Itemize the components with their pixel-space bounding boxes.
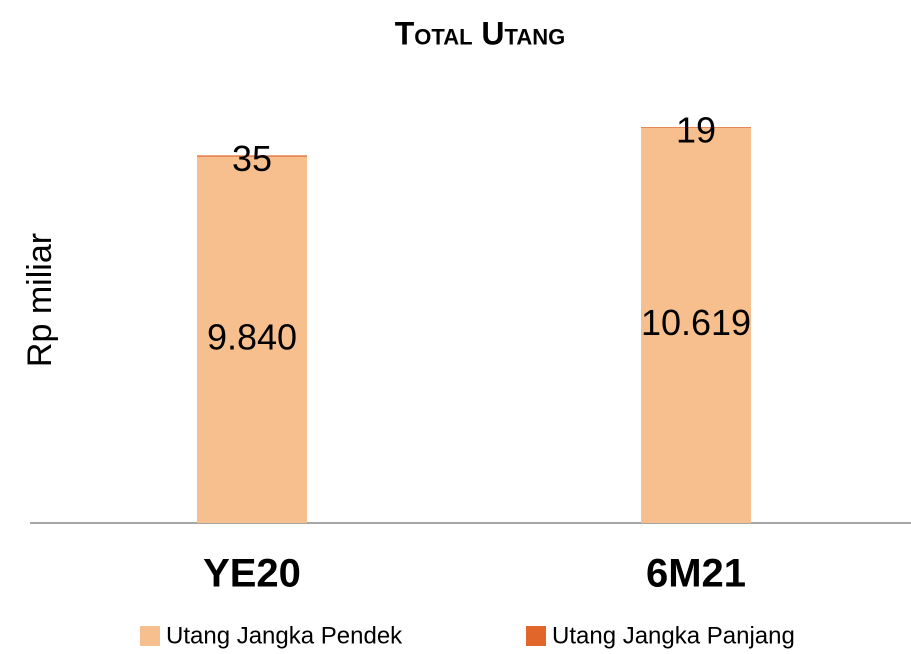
bar-segment <box>641 127 751 128</box>
data-label: 35 <box>232 138 272 179</box>
data-label: 19 <box>676 110 716 151</box>
x-tick-label: 6M21 <box>646 552 746 596</box>
legend-swatch <box>140 626 160 646</box>
legend-label: Utang Jangka Pendek <box>166 622 403 649</box>
bar-segment <box>197 155 307 157</box>
legend-label: Utang Jangka Panjang <box>552 622 795 649</box>
legend-swatch <box>526 626 546 646</box>
data-label: 9.840 <box>207 316 297 357</box>
x-tick-label: YE20 <box>203 552 301 596</box>
chart-title: Total Utang <box>395 15 565 51</box>
bar-segment <box>641 127 751 523</box>
y-axis-label: Rp miliar <box>21 233 59 367</box>
bar-segment <box>197 156 307 524</box>
data-label: 10.619 <box>641 302 751 343</box>
